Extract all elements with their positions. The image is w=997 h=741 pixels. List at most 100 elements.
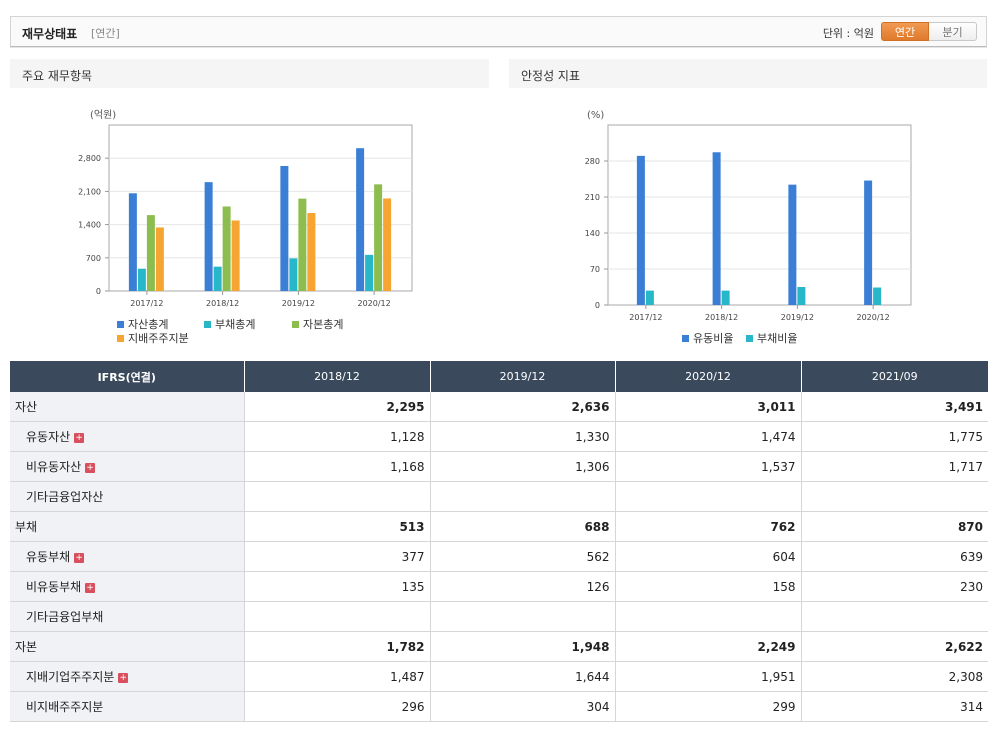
expand-icon[interactable]: + — [74, 553, 85, 563]
row-label: 자산 — [15, 400, 38, 414]
bar — [365, 254, 374, 291]
expand-icon[interactable]: + — [85, 583, 96, 593]
value-cell: 3,491 — [800, 392, 988, 422]
value-cell: 304 — [429, 691, 615, 722]
row-label: 지배기업주주지분 — [26, 670, 115, 684]
value-cell: 1,128 — [243, 421, 430, 452]
stability-chart: (%) 0 70 140 210 280 2017/12 2018/12 2019/12 2020… — [585, 110, 912, 345]
row-label: 비유동자산 — [26, 460, 82, 474]
value-cell: 513 — [243, 511, 430, 542]
row-label-cell: 기타금융업부채 — [10, 601, 244, 632]
x-tick-label: 2017/12 — [629, 313, 662, 322]
value-cell: 230 — [800, 571, 988, 602]
bar — [356, 148, 365, 291]
value-cell: 1,306 — [429, 451, 615, 482]
table-row: 비유동자산 +1,168 1,306 1,537 1,717 — [10, 451, 988, 482]
bar — [128, 193, 137, 291]
value-cell: 1,717 — [800, 451, 988, 482]
period-toggle: 연간 분기 — [881, 22, 977, 41]
header-period: 2021/09 — [800, 361, 988, 392]
bar — [712, 152, 721, 305]
quarter-tab[interactable]: 분기 — [929, 22, 977, 41]
bar — [873, 287, 882, 305]
expand-icon[interactable]: + — [85, 463, 96, 473]
bar — [204, 182, 213, 291]
expand-icon[interactable]: + — [118, 673, 129, 683]
value-cell: 604 — [614, 541, 801, 572]
value-cell: 688 — [429, 511, 615, 542]
y-tick-label: 210 — [585, 193, 600, 202]
y-tick-label: 700 — [86, 254, 101, 263]
header-period: 2019/12 — [429, 361, 615, 392]
table-row: 자산 2,295 2,636 3,011 3,491 — [10, 392, 988, 422]
bar — [298, 198, 307, 291]
y-tick-label: 0 — [595, 301, 600, 310]
legend-swatch — [746, 335, 753, 342]
y-tick-label: 70 — [590, 265, 600, 274]
value-cell — [800, 601, 988, 632]
value-cell: 1,644 — [429, 661, 615, 692]
value-cell: 1,474 — [614, 421, 801, 452]
x-tick-label: 2019/12 — [781, 313, 814, 322]
table-row: 유동자산 +1,128 1,330 1,474 1,775 — [10, 421, 988, 452]
annual-tab[interactable]: 연간 — [881, 22, 929, 41]
value-cell: 314 — [800, 691, 988, 722]
plot-area — [607, 124, 912, 306]
panel-title: 안정성 지표 — [521, 69, 581, 83]
y-tick-label: 1,400 — [78, 221, 101, 230]
legend-label: 유동비율 — [693, 332, 733, 345]
y-axis-unit: (%) — [587, 110, 604, 121]
table-row: 유동부채 +377 562 604 639 — [10, 541, 988, 572]
value-cell — [429, 601, 615, 632]
row-label: 기타금융업자산 — [26, 490, 104, 504]
x-tick-label: 2019/12 — [282, 299, 315, 308]
y-tick-label: 280 — [585, 157, 600, 166]
value-cell: 639 — [800, 541, 988, 572]
header-period: 2018/12 — [243, 361, 430, 392]
value-cell: 870 — [800, 511, 988, 542]
value-cell: 2,249 — [614, 631, 801, 662]
section-header: 재무상태표 [연간] 단위 : 억원 연간 분기 — [10, 16, 987, 47]
legend-label: 부채총계 — [215, 318, 255, 331]
bar — [788, 184, 797, 305]
value-cell: 158 — [614, 571, 801, 602]
value-cell: 1,168 — [243, 451, 430, 482]
balance-sheet-table: IFRS(연결) 2018/12 2019/12 2020/12 2021/09… — [10, 361, 988, 722]
x-tick-label: 2017/12 — [130, 299, 163, 308]
value-cell: 1,951 — [614, 661, 801, 692]
row-label-cell: 자산 — [10, 392, 244, 422]
legend-label: 지배주주지분 — [128, 332, 189, 345]
row-label-cell: 비유동자산 + — [10, 451, 244, 482]
panel-title: 주요 재무항목 — [22, 69, 93, 83]
value-cell: 562 — [429, 541, 615, 572]
section-title: 재무상태표 — [22, 27, 78, 41]
x-tick-label: 2020/12 — [358, 299, 391, 308]
bar — [213, 266, 222, 291]
bar — [636, 155, 645, 305]
value-cell — [429, 481, 615, 512]
expand-icon[interactable]: + — [74, 433, 85, 443]
bar — [222, 206, 231, 291]
bar — [155, 227, 164, 291]
value-cell: 1,775 — [800, 421, 988, 452]
value-cell: 296 — [243, 691, 430, 722]
row-label: 비유동부채 — [26, 580, 82, 594]
value-cell: 2,622 — [800, 631, 988, 662]
header-period: 2020/12 — [614, 361, 801, 392]
value-cell: 1,330 — [429, 421, 615, 452]
value-cell: 377 — [243, 541, 430, 572]
value-cell — [243, 481, 430, 512]
value-cell — [614, 601, 801, 632]
legend-label: 자본총계 — [303, 318, 343, 331]
y-tick-label: 0 — [96, 287, 101, 296]
value-cell — [800, 481, 988, 512]
bar — [645, 290, 654, 305]
bar — [797, 287, 806, 305]
table-row: 기타금융업자산 — [10, 481, 988, 512]
legend-label: 부채비율 — [757, 332, 797, 345]
header-ifrs: IFRS(연결) — [10, 361, 244, 392]
table-row: 비유동부채 +135 126 158 230 — [10, 571, 988, 602]
table-row: 비지배주주지분 296 304 299 314 — [10, 691, 988, 722]
bar — [864, 180, 873, 305]
row-label: 자본 — [15, 640, 38, 654]
